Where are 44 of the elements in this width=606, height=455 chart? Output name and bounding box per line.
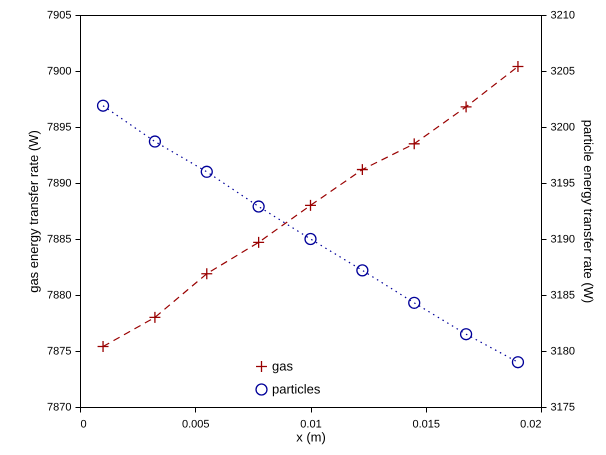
y2-tick-label: 3195 xyxy=(550,178,575,190)
x-tick-label: 0.015 xyxy=(412,418,440,430)
y2-axis-title: particle energy transfer rate (W) xyxy=(580,120,596,304)
point xyxy=(512,356,524,368)
y-tick-label: 7870 xyxy=(47,402,72,414)
point xyxy=(200,268,213,280)
point xyxy=(408,138,420,150)
y-tick-label: 7895 xyxy=(47,122,72,134)
y-tick-label: 7880 xyxy=(47,290,72,302)
y2-tick-label: 3205 xyxy=(550,66,575,78)
x-axis-title: x (m) xyxy=(296,430,326,444)
point xyxy=(356,163,368,176)
y2-tick-label: 3180 xyxy=(550,346,575,358)
x-tick-label: 0.02 xyxy=(520,418,542,430)
point xyxy=(304,199,317,212)
point xyxy=(460,328,472,340)
y-tick-label: 7890 xyxy=(47,178,72,190)
y2-tick-label: 3200 xyxy=(550,122,575,134)
x-tick-label: 0.005 xyxy=(182,418,210,430)
point xyxy=(252,200,265,213)
point xyxy=(512,60,524,73)
y-tick-label: 7885 xyxy=(47,234,72,246)
point xyxy=(356,264,368,276)
point xyxy=(304,232,317,246)
y-tick-label: 7905 xyxy=(47,10,72,22)
point xyxy=(200,166,213,178)
point xyxy=(96,100,110,112)
y2-tick-label: 3185 xyxy=(550,290,575,302)
point xyxy=(408,296,420,309)
x-tick-label: 0.01 xyxy=(300,418,322,430)
legend-label: gas xyxy=(272,358,294,374)
point xyxy=(252,236,265,248)
y2-tick-label: 3190 xyxy=(550,234,575,246)
point xyxy=(148,135,162,148)
y2-tick-label: 3175 xyxy=(550,402,575,414)
point xyxy=(96,340,110,353)
point xyxy=(460,100,472,113)
point xyxy=(148,311,162,324)
y-axis-title: gas energy transfer rate (W) xyxy=(26,130,42,293)
legend-label: particles xyxy=(272,382,321,396)
y-tick-label: 7875 xyxy=(47,346,72,358)
y2-tick-label: 3210 xyxy=(550,10,575,22)
y-tick-label: 7900 xyxy=(47,66,72,78)
x-tick-label: 0 xyxy=(80,418,87,430)
